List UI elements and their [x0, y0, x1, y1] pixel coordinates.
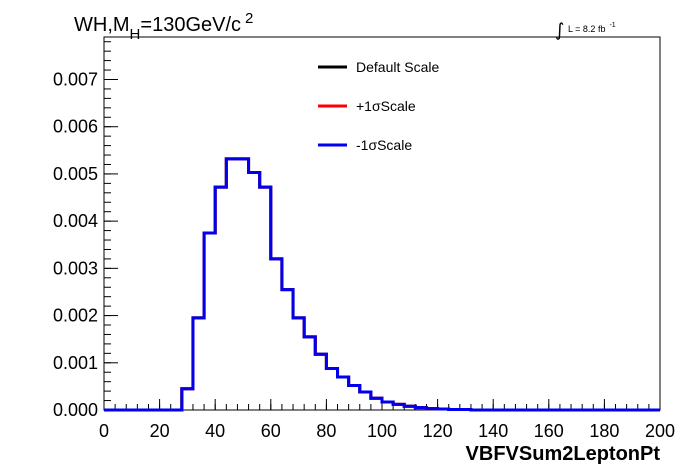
- title-main: WH,M: [74, 14, 130, 36]
- title-rest: =130GeV/c: [140, 14, 241, 36]
- x-tick-label: 40: [205, 421, 225, 441]
- lumi-text: L = 8.2 fb: [568, 24, 605, 34]
- x-tick-label: 120: [423, 421, 453, 441]
- plot-frame: [103, 36, 661, 411]
- x-axis: 0 20 40 60 80 100 120 140 160 180 200: [99, 399, 675, 441]
- series-line-0: [104, 157, 660, 412]
- y-tick-label: 0.003: [53, 258, 98, 278]
- x-tick-label: 100: [367, 421, 397, 441]
- x-tick-label: 160: [534, 421, 564, 441]
- title-sup: 2: [245, 10, 253, 27]
- x-tick-label: 140: [478, 421, 508, 441]
- legend: Default Scale +1σScale -1σScale: [318, 59, 439, 153]
- x-tick-label: 200: [645, 421, 675, 441]
- y-tick-label: 0.006: [53, 117, 98, 137]
- y-tick-label: 0.004: [53, 211, 98, 231]
- x-tick-label: 180: [589, 421, 619, 441]
- x-tick-label: 60: [261, 421, 281, 441]
- y-tick-label: 0.000: [53, 400, 98, 420]
- y-tick-label: 0.007: [53, 69, 98, 89]
- y-tick-label: 0.002: [53, 306, 98, 326]
- legend-label-minus: -1σScale: [356, 137, 412, 153]
- lumi-label: L = 8.2 fb -1: [568, 22, 616, 34]
- y-tick-label: 0.005: [53, 164, 98, 184]
- y-axis: 0.000 0.001 0.002 0.003 0.004 0.005 0.006 0.007: [53, 41, 118, 420]
- x-axis-title: VBFVSum2LeptonPt: [466, 443, 661, 465]
- lumi-integral: ∫: [555, 20, 564, 41]
- chart-title: WH,MH=130GeV/c 2: [74, 10, 253, 43]
- x-tick-label: 20: [150, 421, 170, 441]
- series-line-2: [104, 157, 660, 412]
- x-tick-label: 80: [316, 421, 336, 441]
- legend-label-default: Default Scale: [356, 59, 439, 75]
- title-sub: H: [130, 26, 141, 43]
- legend-label-plus: +1σScale: [356, 98, 416, 114]
- series-group: [104, 157, 660, 412]
- y-tick-label: 0.001: [53, 353, 98, 373]
- x-tick-label: 0: [99, 421, 109, 441]
- lumi-sup: -1: [609, 22, 615, 29]
- series-line-1: [104, 157, 660, 412]
